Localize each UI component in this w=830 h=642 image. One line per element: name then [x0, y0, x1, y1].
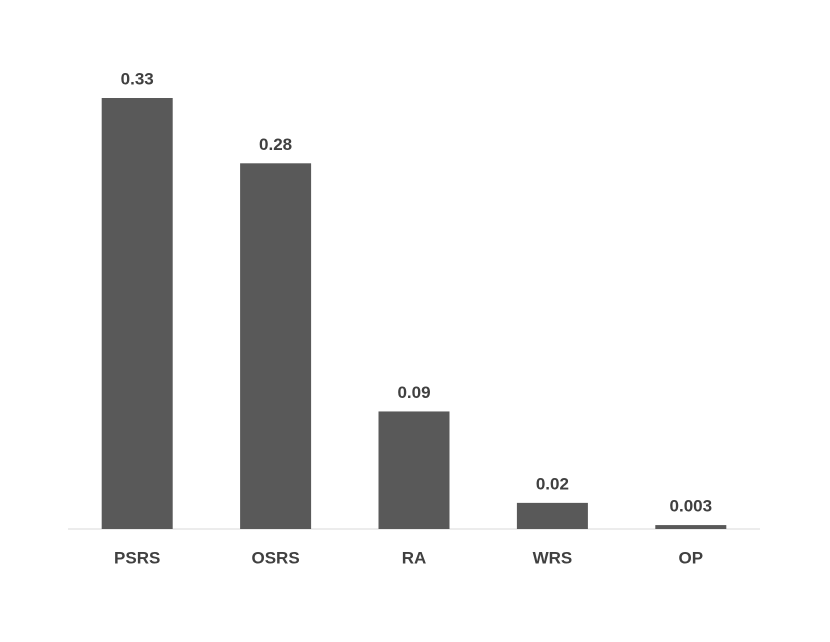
- data-label: 0.09: [397, 383, 430, 402]
- x-tick-label: WRS: [533, 548, 573, 567]
- bar: [101, 98, 173, 529]
- x-tick-label: PSRS: [114, 548, 160, 567]
- bar: [378, 411, 450, 529]
- data-label: 0.02: [536, 474, 569, 493]
- data-label: 0.003: [670, 497, 713, 516]
- data-label: 0.28: [259, 135, 292, 154]
- x-tick-label: OP: [679, 548, 704, 567]
- x-tick-label: RA: [402, 548, 427, 567]
- bar: [240, 163, 312, 529]
- bar: [516, 502, 588, 529]
- bar: [655, 525, 727, 529]
- x-tick-label: OSRS: [252, 548, 300, 567]
- data-label: 0.33: [121, 69, 154, 88]
